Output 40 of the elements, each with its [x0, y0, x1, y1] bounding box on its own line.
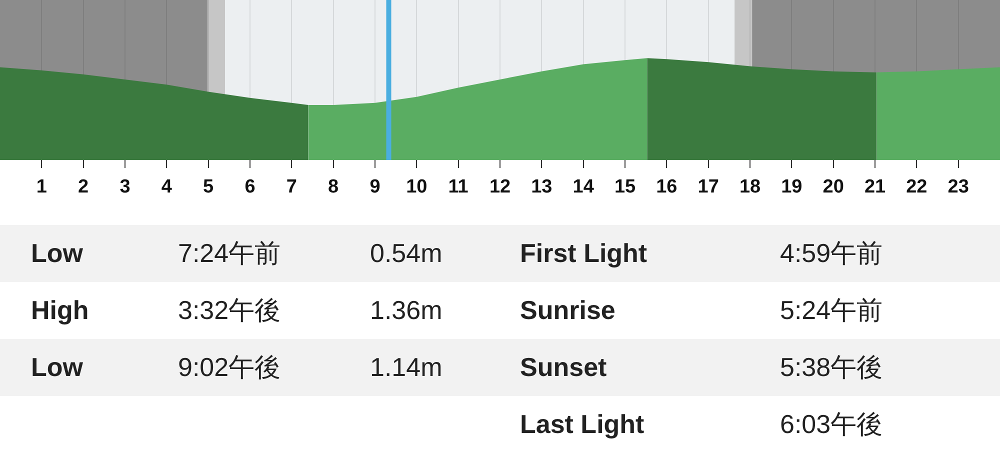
text: First Light — [520, 237, 648, 270]
x-tick-label: 15 — [614, 176, 636, 198]
text: 1.36m — [370, 294, 442, 327]
x-tick-label: 5 — [203, 176, 214, 198]
text: Sunrise — [520, 294, 616, 327]
x-tick-label: 12 — [489, 176, 511, 198]
x-tick-label: 1 — [36, 176, 48, 198]
x-tick-label: 3 — [120, 176, 130, 198]
text: Low — [31, 237, 83, 270]
x-tick-label: 21 — [864, 176, 886, 198]
x-tick-label: 13 — [531, 176, 552, 198]
text: 1.14m — [370, 351, 442, 384]
text: 6:03午後 — [780, 408, 883, 441]
text: 0.54m — [370, 237, 442, 270]
text: 4:59午前 — [780, 237, 883, 270]
text: 5:38午後 — [780, 351, 883, 384]
x-tick-label: 17 — [698, 176, 719, 198]
x-tick-label: 18 — [739, 176, 761, 198]
x-tick-label: 20 — [822, 176, 844, 198]
text: 3:32午後 — [178, 294, 281, 327]
text: 7:24午前 — [178, 237, 281, 270]
x-tick-label: 22 — [906, 176, 928, 198]
x-tick-label: 19 — [781, 176, 802, 198]
text: Low — [31, 351, 83, 384]
text: 9:02午後 — [178, 351, 281, 384]
text: Last Light — [520, 408, 644, 441]
x-tick-label: 14 — [572, 176, 594, 198]
text: High — [31, 294, 89, 327]
x-tick-label: 8 — [328, 176, 339, 198]
x-tick-label: 7 — [286, 176, 297, 198]
x-tick-label: 4 — [161, 176, 172, 198]
x-tick-label: 6 — [244, 176, 256, 198]
x-tick-label: 10 — [406, 176, 428, 198]
text: Sunset — [520, 351, 607, 384]
x-tick-label: 16 — [656, 176, 678, 198]
x-tick-label: 23 — [948, 176, 969, 198]
text: 5:24午前 — [780, 294, 883, 327]
x-tick-label: 9 — [370, 176, 380, 198]
x-tick-label: 11 — [448, 176, 469, 198]
x-tick-label: 2 — [78, 176, 89, 198]
